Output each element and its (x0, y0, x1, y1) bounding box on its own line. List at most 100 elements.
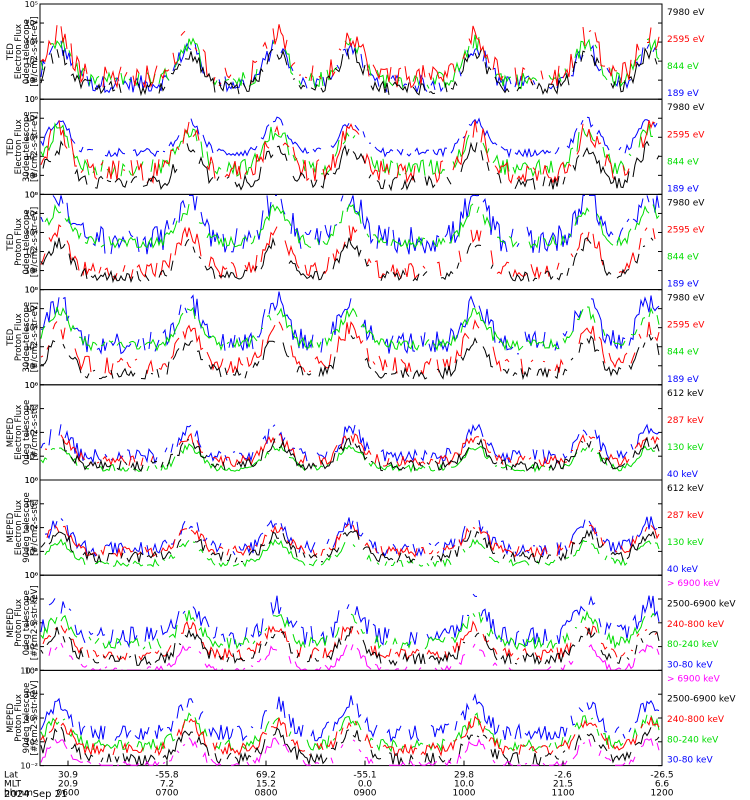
legend-entry: 7980 eV (667, 294, 705, 304)
series-line (40, 593, 660, 649)
y-tick-label: 10¹ (25, 362, 38, 371)
y-tick-label: 10⁶ (25, 571, 38, 580)
legend-entry: 2595 eV (667, 225, 705, 235)
legend-entry: 2595 eV (667, 130, 705, 140)
legend-entry: 844 eV (667, 157, 700, 167)
y-axis-label-line: TED (6, 328, 16, 347)
y-axis-label-line: Proton Flux (14, 694, 24, 742)
x-tick-label-hhmm: 0800 (255, 789, 278, 799)
legend-entry: 30-80 keV (667, 660, 713, 670)
y-tick-label: 10² (25, 343, 38, 352)
x-tick-label-hhmm: 0900 (354, 789, 377, 799)
y-tick-label: 10⁴ (25, 595, 38, 604)
y-tick-label: 10⁴ (25, 19, 38, 28)
x-tick-label-mlt: 6.6 (655, 780, 670, 790)
y-axis-label-line: TED (6, 138, 16, 157)
series-line (40, 319, 660, 376)
legend-entry: 7980 eV (667, 8, 705, 18)
series-line (41, 225, 659, 279)
x-tick-label-lat: -2.6 (554, 771, 572, 781)
y-tick-label: 10⁰ (25, 95, 38, 104)
y-tick-label: 10⁰ (25, 286, 38, 295)
y-tick-label: 10⁰ (25, 571, 38, 580)
x-tick-label-mlt: 0.0 (358, 780, 373, 790)
series-line (44, 516, 658, 557)
series-line (40, 712, 660, 753)
y-axis-label-line: 90deg telescope (22, 683, 32, 754)
legend-entry: 240-800 keV (667, 620, 725, 630)
series-line (44, 203, 660, 250)
x-tick-label-hhmm: 1100 (552, 789, 575, 799)
legend-entry: 844 eV (667, 62, 700, 72)
legend-entry: 612 keV (667, 484, 704, 494)
series-line (46, 523, 660, 558)
legend-entry: 844 eV (667, 253, 700, 263)
series-line (40, 306, 660, 352)
y-axis-label-line: [#/cm2-s-str-eV] (30, 207, 40, 277)
y-axis-label-line: [#/cm2-s-str] (30, 404, 40, 461)
y-tick-label: 10⁶ (25, 405, 38, 414)
legend-entry: 287 keV (667, 511, 704, 521)
y-axis-label-line: [#/cm2-s-str] (30, 499, 40, 556)
y-axis-label-line: TED (6, 233, 16, 252)
y-tick-label: 10⁻² (20, 666, 38, 675)
x-axis-row-label: MLT (4, 780, 22, 790)
y-tick-label: 10⁰ (25, 190, 38, 199)
legend-entry: 80-240 keV (667, 735, 719, 745)
y-axis-label-line: 0deg telescope (22, 590, 32, 655)
legend-entry: 844 eV (667, 348, 700, 358)
legend-entry: 2595 eV (667, 321, 705, 331)
legend-entry: > 6900 keV (667, 674, 721, 684)
y-tick-label: 10² (25, 452, 38, 461)
series-line (40, 194, 660, 255)
y-tick-label: 10⁸ (25, 476, 38, 485)
y-tick-label: 10⁰ (25, 381, 38, 390)
x-tick-label-hhmm: 0700 (156, 789, 179, 799)
date-label: 2024 Sep 21 (4, 789, 67, 800)
y-tick-label: 10⁵ (25, 286, 38, 295)
series-line (40, 39, 658, 94)
y-axis-label-line: MEPED (6, 512, 16, 542)
y-tick-label: 10⁴ (25, 209, 38, 218)
x-tick-label-hhmm: 1000 (453, 789, 476, 799)
y-axis-label-line: 0deg telescope (22, 400, 32, 465)
y-tick-label: 10⁵ (25, 95, 38, 104)
series-line (40, 291, 660, 355)
legend-entry: > 6900 keV (667, 579, 721, 589)
legend-entry: 189 eV (667, 184, 700, 194)
series-line (40, 116, 658, 159)
legend-entry: 2500-6900 keV (667, 600, 736, 610)
y-axis-label-line: Electron Flux (14, 119, 24, 174)
x-axis-row-label: hhmm (4, 789, 33, 799)
legend-entry: 40 keV (667, 565, 699, 575)
legend-entry: 240-800 keV (667, 715, 725, 725)
y-axis-label-line: [#/cm2-s-str-eV] (30, 16, 40, 86)
y-tick-label: 10⁴ (25, 114, 38, 123)
y-tick-label: 10⁴ (25, 428, 38, 437)
legend-entry: 130 keV (667, 538, 704, 548)
x-tick-label-lat: 30.9 (58, 771, 78, 781)
y-tick-label: 10⁰ (25, 643, 38, 652)
y-axis-label-line: [#/cm2-s-str-eV] (30, 112, 40, 182)
y-tick-label: 10⁶ (25, 500, 38, 509)
y-tick-label: 10⁰ (25, 738, 38, 747)
legend-entry: 612 keV (667, 389, 704, 399)
y-tick-label: 10⁴ (25, 690, 38, 699)
y-axis-label-line: Electron Flux (14, 24, 24, 79)
y-axis-label-line: Proton Flux (14, 313, 24, 361)
y-tick-label: 10² (25, 248, 38, 257)
series-line (40, 737, 660, 767)
series-line (42, 140, 660, 192)
y-axis-label-line: Proton Flux (14, 218, 24, 266)
y-tick-label: 10⁴ (25, 305, 38, 314)
y-axis-label-line: 90deg telescope (22, 492, 32, 563)
series-line (40, 715, 660, 757)
y-tick-label: 10⁶ (25, 666, 38, 675)
